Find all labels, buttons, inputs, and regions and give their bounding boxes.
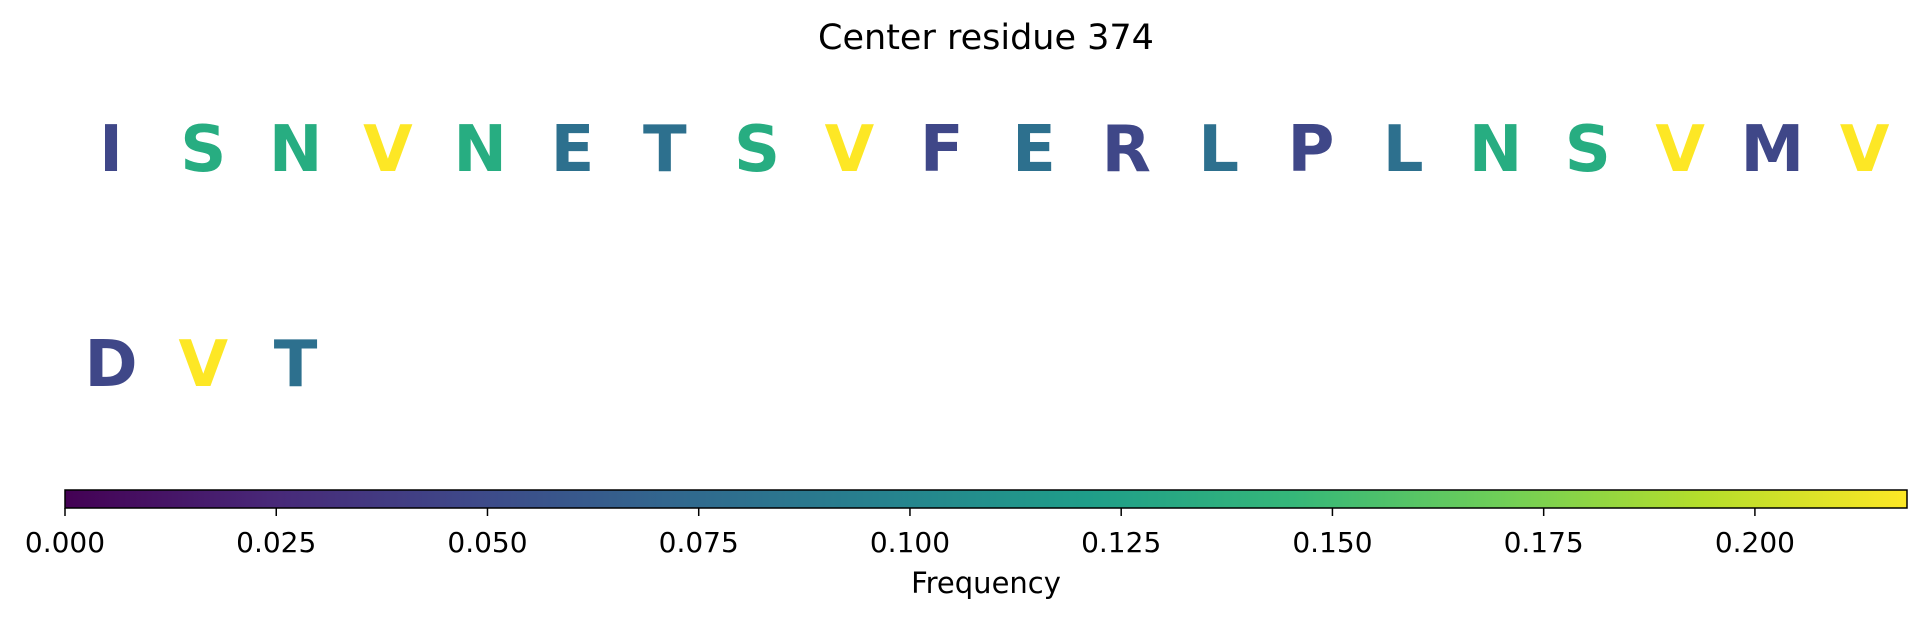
residue-letter: E xyxy=(1012,113,1056,187)
residue-letter: F xyxy=(920,113,964,187)
residue-letter: D xyxy=(84,328,137,402)
residue-letter: I xyxy=(99,113,123,187)
residue-letter: N xyxy=(1469,113,1523,187)
residue-letter: S xyxy=(180,113,226,187)
chart-title: Center residue 374 xyxy=(818,18,1154,58)
colorbar-gradient xyxy=(64,489,1908,509)
colorbar-tick-label: 0.075 xyxy=(659,526,739,559)
residue-letter: T xyxy=(643,113,687,187)
colorbar-tick-label: 0.175 xyxy=(1504,526,1584,559)
residue-letter: E xyxy=(551,113,595,187)
colorbar-tick-label: 0.025 xyxy=(236,526,316,559)
colorbar-tick-label: 0.050 xyxy=(447,526,527,559)
residue-letter: V xyxy=(1840,113,1890,187)
residue-letter: L xyxy=(1198,113,1239,187)
residue-letter: R xyxy=(1102,113,1151,187)
colorbar-tick-label: 0.100 xyxy=(870,526,950,559)
residue-letter: N xyxy=(269,113,323,187)
residue-letter: V xyxy=(179,328,229,402)
residue-letter: V xyxy=(1655,113,1705,187)
colorbar-tick-label: 0.125 xyxy=(1081,526,1161,559)
residue-letter: L xyxy=(1383,113,1424,187)
colorbar-tick-label: 0.150 xyxy=(1292,526,1372,559)
residue-letter: T xyxy=(274,328,318,402)
colorbar-tick-label: 0.200 xyxy=(1715,526,1795,559)
residue-letter: S xyxy=(1565,113,1611,187)
colorbar-tick-label: 0.000 xyxy=(25,526,105,559)
residue-letter: P xyxy=(1287,113,1334,187)
colorbar: 0.000 0.025 0.050 0.075 0.100 0.125 0.150 0.175… xyxy=(25,489,1908,600)
colorbar-ticks: 0.000 0.025 0.050 0.075 0.100 0.125 0.150 0.175… xyxy=(25,508,1795,559)
residue-letter: S xyxy=(734,113,780,187)
residue-sequence: I S N V N E T S V F E R L P L N S V M VD V T xyxy=(84,113,1889,402)
colorbar-label: Frequency xyxy=(911,566,1061,600)
residue-letter: N xyxy=(453,113,507,187)
residue-letter: V xyxy=(363,113,413,187)
residue-letter: V xyxy=(825,113,875,187)
residue-letter: M xyxy=(1741,113,1805,187)
